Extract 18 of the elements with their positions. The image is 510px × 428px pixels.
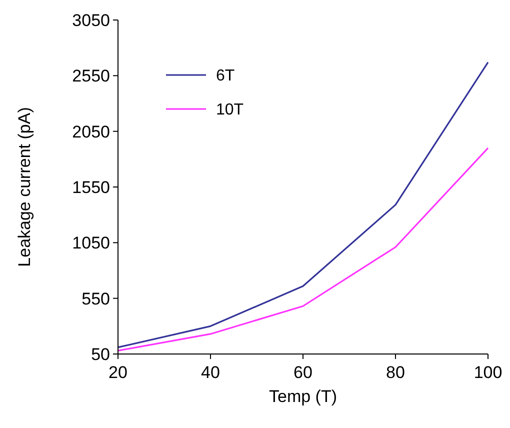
x-tick-label: 20 [108,363,128,382]
x-axis-title: Temp (T) [269,387,337,406]
y-tick-label: 1050 [72,234,110,253]
y-tick-label: 3050 [72,10,110,30]
y-tick-label: 2050 [72,122,110,142]
y-tick-label: 1550 [72,178,110,197]
line-series [117,62,489,348]
x-tick-label: 60 [294,363,312,382]
x-tick-label: 100 [474,363,502,382]
legend-label: 6T [216,68,235,85]
y-tick-label: 550 [82,289,110,308]
y-axis-title: Leakage current (pA) [15,107,34,267]
x-tick-label: 40 [201,363,220,382]
x-tick-label: 80 [386,363,405,382]
line-series [117,147,489,352]
y-tick-label: 2550 [72,66,110,86]
y-tick-label: 50 [91,344,110,364]
legend-label: 10T [216,102,244,119]
